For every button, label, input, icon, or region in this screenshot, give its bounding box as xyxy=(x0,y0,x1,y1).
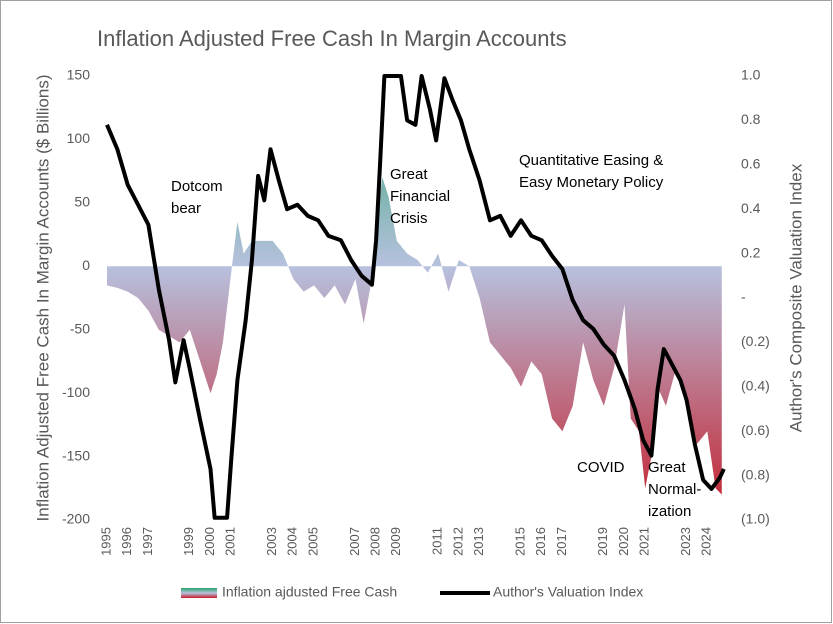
x-tick-label: 2009 xyxy=(388,527,403,556)
chart-title: Inflation Adjusted Free Cash In Margin A… xyxy=(97,26,567,51)
x-tick-label: 2017 xyxy=(554,527,569,556)
y-tick-label: 50 xyxy=(74,194,90,210)
y2-axis-label: Author's Composite Valuation Index xyxy=(786,163,805,432)
x-tick-label: 1997 xyxy=(140,527,155,556)
y-tick-label: 0 xyxy=(82,257,90,273)
y-tick-label: 100 xyxy=(67,130,91,146)
x-tick-label: 2003 xyxy=(264,527,279,556)
legend-label: Author's Valuation Index xyxy=(493,584,643,600)
x-tick-label: 2004 xyxy=(285,527,300,556)
y-tick-label: 150 xyxy=(67,67,91,83)
annotation: Financial xyxy=(390,188,450,205)
x-tick-label: 2019 xyxy=(595,527,610,556)
y2-tick-label: (0.8) xyxy=(741,466,770,482)
y2-tick-label: 0.2 xyxy=(741,244,761,260)
annotation: bear xyxy=(171,200,201,217)
x-tick-label: 2024 xyxy=(699,527,714,556)
annotation: Easy Monetary Policy xyxy=(519,174,664,191)
legend-label: Inflation ajdusted Free Cash xyxy=(222,584,397,600)
y2-tick-label: (1.0) xyxy=(741,511,770,527)
y2-tick-label: 0.8 xyxy=(741,111,761,127)
x-tick-label: 1999 xyxy=(181,527,196,556)
y2-tick-label: (0.4) xyxy=(741,378,770,394)
annotation: Quantitative Easing & xyxy=(519,152,663,169)
annotation: COVID xyxy=(577,459,625,476)
y2-tick-label: - xyxy=(741,289,746,305)
y-axis-label: Inflation Adjusted Free Cash In Margin A… xyxy=(33,75,52,522)
x-tick-label: 2016 xyxy=(533,527,548,556)
y-tick-label: -100 xyxy=(62,384,90,400)
y2-tick-label: 0.4 xyxy=(741,200,761,216)
x-tick-label: 2001 xyxy=(223,527,238,556)
x-tick-label: 1995 xyxy=(98,527,113,556)
y-tick-label: -200 xyxy=(62,511,90,527)
annotation: Dotcom xyxy=(171,178,223,195)
y2-tick-label: (0.2) xyxy=(741,333,770,349)
x-tick-label: 2011 xyxy=(430,527,445,555)
x-tick-label: 2005 xyxy=(305,527,320,556)
annotation: Great xyxy=(648,459,686,476)
area xyxy=(107,177,722,495)
x-tick-label: 2000 xyxy=(202,527,217,556)
line xyxy=(105,74,726,520)
x-tick-label: 2012 xyxy=(450,527,465,556)
y2-tick-label: 1.0 xyxy=(741,67,761,83)
x-tick-label: 2013 xyxy=(471,527,486,556)
x-tick-label: 2020 xyxy=(616,527,631,556)
x-tick-label: 2008 xyxy=(368,527,383,556)
y-tick-label: -150 xyxy=(62,447,90,463)
x-tick-label: 2021 xyxy=(637,527,652,556)
legend-swatch xyxy=(181,588,217,598)
x-tick-label: 2007 xyxy=(347,527,362,556)
annotation: Great xyxy=(390,166,428,183)
x-tick-label: 2015 xyxy=(512,527,527,556)
x-tick-label: 1996 xyxy=(119,527,134,556)
x-tick-label: 2023 xyxy=(678,527,693,556)
annotation: Crisis xyxy=(390,210,428,227)
annotation: ization xyxy=(648,503,691,520)
annotation: Normal- xyxy=(648,481,701,498)
y-tick-label: -50 xyxy=(70,320,90,336)
y2-tick-label: (0.6) xyxy=(741,422,770,438)
y2-tick-label: 0.6 xyxy=(741,156,761,172)
